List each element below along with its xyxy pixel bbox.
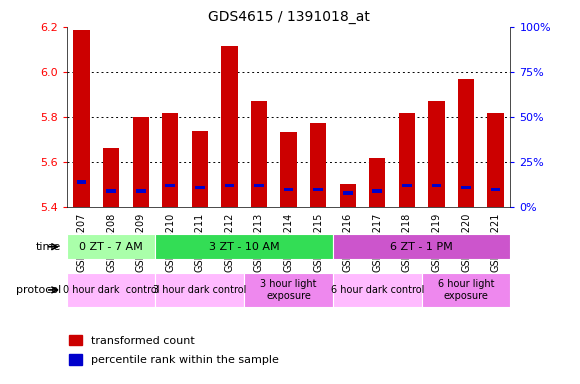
Bar [491, 188, 501, 191]
Bar [67, 234, 155, 259]
Bar [372, 189, 382, 193]
Text: 6 hour light
exposure: 6 hour light exposure [438, 279, 494, 301]
Bar [461, 186, 471, 189]
Text: 0 ZT - 7 AM: 0 ZT - 7 AM [79, 242, 143, 252]
Bar [162, 113, 179, 207]
Text: GSM724209: GSM724209 [136, 213, 146, 272]
Bar [136, 189, 146, 193]
Bar [339, 184, 356, 207]
Text: time: time [35, 242, 61, 252]
Text: GSM724208: GSM724208 [106, 213, 116, 272]
Text: protocol: protocol [16, 285, 61, 295]
Text: GSM724210: GSM724210 [165, 213, 175, 272]
Bar [333, 273, 422, 307]
Bar [191, 131, 208, 207]
Bar [165, 184, 175, 187]
Text: GSM724217: GSM724217 [372, 213, 382, 272]
Text: 0 hour dark  control: 0 hour dark control [63, 285, 160, 295]
Bar [155, 234, 333, 259]
Text: GSM724211: GSM724211 [195, 213, 205, 272]
Bar [77, 180, 86, 184]
Bar [132, 117, 149, 207]
Bar [398, 113, 415, 207]
Text: GSM724219: GSM724219 [432, 213, 441, 272]
Text: GSM724220: GSM724220 [461, 213, 471, 272]
Text: GSM724216: GSM724216 [343, 213, 353, 272]
Bar [103, 147, 119, 207]
Bar [73, 30, 90, 207]
Bar [487, 113, 504, 207]
Bar [254, 184, 264, 187]
Text: GSM724218: GSM724218 [402, 213, 412, 272]
Bar [155, 273, 244, 307]
Text: 3 hour light
exposure: 3 hour light exposure [260, 279, 317, 301]
Bar [284, 188, 293, 191]
Bar [428, 101, 445, 207]
Bar [221, 46, 238, 207]
Bar [69, 354, 82, 365]
Bar [251, 101, 267, 207]
Text: percentile rank within the sample: percentile rank within the sample [91, 355, 279, 365]
Text: GSM724221: GSM724221 [491, 213, 501, 272]
Bar [310, 123, 327, 207]
Bar [244, 273, 333, 307]
Text: GSM724207: GSM724207 [77, 213, 86, 272]
Text: 6 ZT - 1 PM: 6 ZT - 1 PM [390, 242, 453, 252]
Text: GSM724214: GSM724214 [284, 213, 293, 272]
Bar [106, 189, 116, 193]
Text: GSM724215: GSM724215 [313, 213, 323, 272]
Bar [224, 184, 234, 187]
Text: 3 ZT - 10 AM: 3 ZT - 10 AM [209, 242, 280, 252]
Text: GSM724213: GSM724213 [254, 213, 264, 272]
Bar [458, 79, 474, 207]
Bar [195, 186, 205, 189]
Bar [432, 184, 441, 187]
Bar [333, 234, 510, 259]
Bar [343, 191, 353, 195]
Bar [67, 273, 155, 307]
Bar [313, 188, 323, 191]
Text: GSM724212: GSM724212 [224, 213, 234, 272]
Bar [280, 132, 297, 207]
Bar [69, 335, 82, 345]
Bar [402, 184, 412, 187]
Title: GDS4615 / 1391018_at: GDS4615 / 1391018_at [208, 10, 369, 25]
Text: 3 hour dark control: 3 hour dark control [153, 285, 246, 295]
Text: transformed count: transformed count [91, 336, 195, 346]
Bar [422, 273, 510, 307]
Bar [369, 158, 386, 207]
Text: 6 hour dark control: 6 hour dark control [331, 285, 424, 295]
